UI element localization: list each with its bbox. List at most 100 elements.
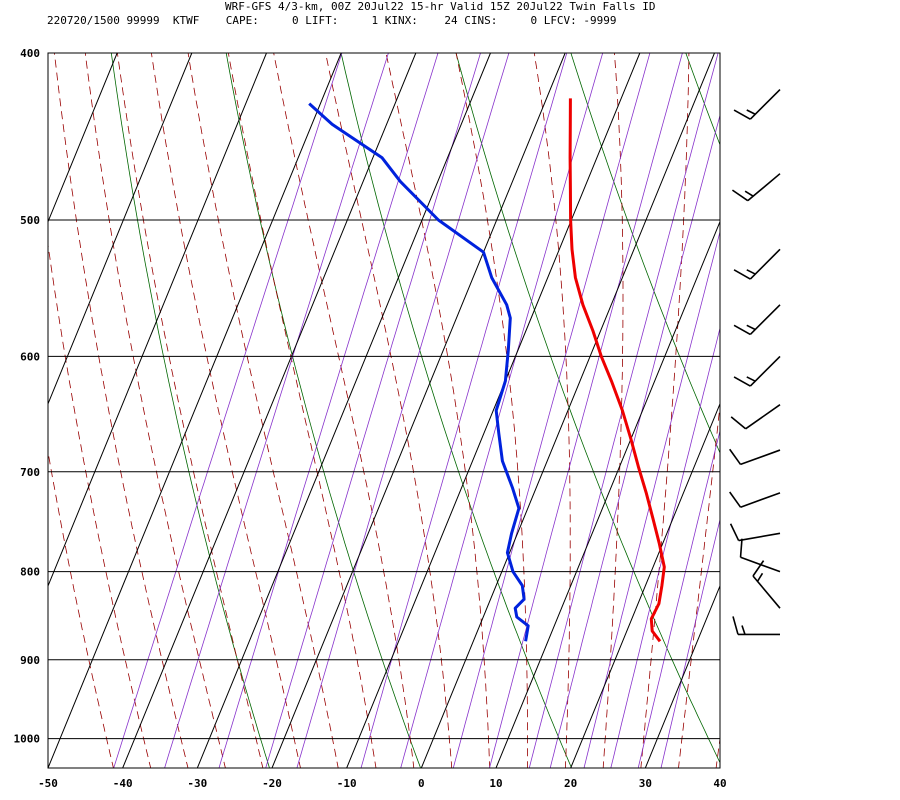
- x-tick-label: -30: [187, 777, 207, 790]
- moist-adiabat-line: [752, 15, 870, 783]
- moist-adiabat-line: [385, 53, 491, 768]
- moist-adiabat-line: [84, 53, 226, 768]
- dry-adiabat-line: [110, 53, 270, 768]
- dry-adiabat-line: [685, 53, 720, 146]
- y-tick-label: 1000: [14, 733, 41, 746]
- temperature-trace: [568, 98, 666, 643]
- wind-barb: [752, 560, 781, 609]
- moist-adiabat-line: [715, 735, 720, 768]
- wind-barb-flag: [731, 189, 749, 202]
- y-tick-labels: 400 500 600 700 800 900 1000: [14, 47, 41, 746]
- wind-barb-staff: [740, 449, 781, 466]
- dry-adiabat-line: [786, 15, 900, 783]
- wind-barb-half-flag: [756, 572, 764, 582]
- x-tick-label: -20: [262, 777, 282, 790]
- wind-barb: [729, 523, 781, 542]
- wind-barb: [733, 355, 781, 387]
- wind-barb-flag: [733, 324, 751, 336]
- isotherm-gridline: [48, 53, 193, 406]
- x-tick-label: 40: [713, 777, 726, 790]
- mixing-ratio-line: [164, 53, 389, 768]
- wind-barb-flag: [733, 109, 751, 120]
- wind-barb: [733, 304, 781, 336]
- wind-barb: [733, 88, 781, 120]
- isotherm-gridline: [420, 53, 715, 768]
- moist-adiabat-line: [273, 53, 415, 768]
- wind-barb-half-flag: [746, 376, 756, 382]
- mixing-ratio-line: [265, 53, 481, 768]
- chart-title: WRF-GFS 4/3-km, 00Z 20Jul22 15-hr Valid …: [225, 0, 656, 13]
- mixing-ratio-line: [528, 53, 719, 768]
- mixing-ratio-line: [452, 53, 651, 768]
- wind-barb: [732, 616, 780, 636]
- wind-barb-flag: [733, 376, 751, 387]
- mixing-ratio-line: [400, 53, 604, 768]
- y-tick-label: 600: [20, 350, 40, 363]
- isotherm-gridline: [48, 53, 267, 588]
- mixing-ratio-line: [610, 326, 720, 768]
- chart-series: [308, 98, 666, 643]
- x-tick-label: -40: [113, 777, 133, 790]
- wind-barb-flag: [729, 448, 742, 465]
- wind-barb-half-flag: [746, 324, 756, 331]
- wind-barb-flag: [730, 416, 747, 430]
- wind-barb: [729, 448, 781, 466]
- moist-adiabat-line: [187, 53, 339, 768]
- wind-barb: [733, 248, 781, 280]
- mixing-ratio-line: [113, 53, 343, 768]
- x-tick-label: 0: [418, 777, 425, 790]
- wind-barb-half-flag: [744, 190, 754, 197]
- mixing-ratio-line: [549, 113, 720, 768]
- dry-adiabat-line: [570, 53, 720, 454]
- wind-barb-flag: [752, 560, 765, 577]
- y-tick-label: 400: [20, 47, 40, 60]
- y-tick-label: 900: [20, 654, 40, 667]
- mixing-ratio-line: [660, 517, 720, 768]
- mixing-ratio-line: [360, 53, 568, 768]
- moist-adiabat-line: [533, 53, 571, 768]
- moist-adiabat-line: [227, 53, 377, 768]
- isotherm-gridline: [196, 53, 491, 768]
- mixing-ratio-line: [296, 53, 510, 768]
- dry-adiabat-line: [340, 53, 573, 768]
- wind-barb-staff: [749, 355, 781, 387]
- wind-barbs: [729, 88, 781, 636]
- moist-adiabat-line: [325, 53, 453, 768]
- chart-background-lines: [48, 15, 900, 783]
- mixing-ratio-line: [489, 53, 683, 768]
- y-tick-label: 800: [20, 566, 40, 579]
- x-tick-label: -50: [38, 777, 58, 790]
- isotherm-gridline: [644, 584, 720, 768]
- x-tick-labels: -50 -40 -30 -20 -10 0 10 20 30 40: [38, 777, 727, 790]
- wind-barb-flag: [739, 538, 743, 558]
- dry-adiabat-line: [225, 53, 422, 768]
- wind-barb-staff: [747, 173, 781, 202]
- x-tick-label: 30: [639, 777, 652, 790]
- moist-adiabat-line: [602, 53, 624, 768]
- mixing-ratio-line: [218, 53, 439, 768]
- x-tick-label: 20: [564, 777, 577, 790]
- wind-barb-staff: [745, 404, 781, 430]
- wind-barb: [731, 173, 781, 202]
- moist-adiabat-line: [53, 53, 189, 768]
- wind-barb-staff: [740, 492, 781, 508]
- wind-barb: [730, 404, 781, 430]
- isotherm-gridline: [48, 53, 118, 223]
- wind-barb-staff: [738, 532, 781, 542]
- moist-adiabat-line: [116, 53, 264, 768]
- wind-barb-half-flag: [746, 269, 756, 275]
- isotherm-gridline: [271, 53, 566, 768]
- isotherm-gridline: [570, 402, 720, 768]
- x-tick-label: -10: [337, 777, 357, 790]
- moist-adiabat-line: [640, 53, 690, 768]
- wind-barb-half-flag: [741, 625, 746, 635]
- isotherm-gridline: [719, 766, 720, 768]
- wind-barb: [729, 491, 781, 508]
- dewpoint-trace: [308, 102, 530, 642]
- isotherm-gridline: [495, 220, 720, 768]
- wind-barb-flag: [729, 523, 740, 541]
- wind-barb-half-flag: [746, 109, 756, 115]
- wind-barb-flag: [733, 269, 751, 280]
- moist-adiabat-line: [150, 53, 301, 768]
